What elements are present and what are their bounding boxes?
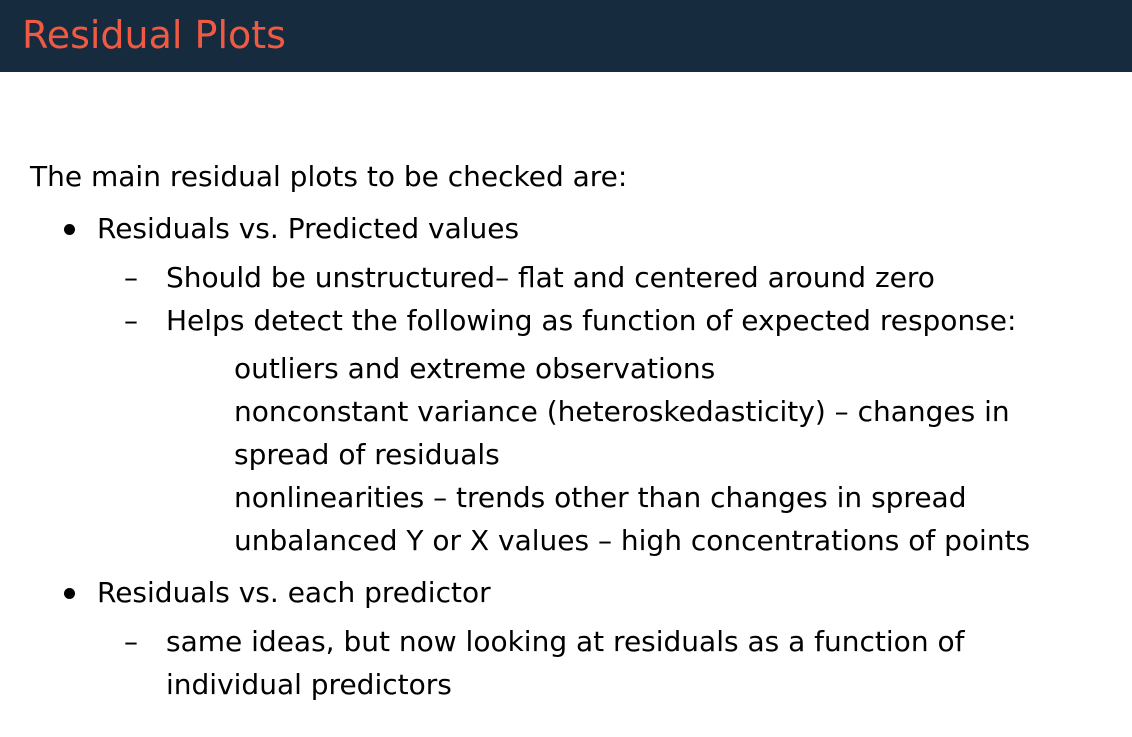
dash-icon: –	[124, 261, 138, 294]
intro-text: The main residual plots to be checked ar…	[30, 160, 628, 193]
bullet-residuals-vs-predictor: Residuals vs. each predictor	[97, 576, 491, 609]
detail-line: unbalanced Y or X values – high concentr…	[234, 524, 1031, 557]
title-bar: Residual Plots	[0, 0, 1132, 72]
bullet-residuals-vs-predicted: Residuals vs. Predicted values	[97, 212, 520, 245]
dash-icon: –	[124, 625, 138, 658]
sub-bullet-same-ideas: same ideas, but now looking at residuals…	[166, 625, 965, 658]
bullet-dot-icon	[64, 224, 75, 235]
detail-line: nonlinearities – trends other than chang…	[234, 481, 967, 514]
dash-icon: –	[124, 304, 138, 337]
detail-line: spread of residuals	[234, 438, 500, 471]
slide-title: Residual Plots	[22, 13, 286, 57]
sub-bullet-helps-detect: Helps detect the following as function o…	[166, 304, 1017, 337]
detail-line: nonconstant variance (heteroskedasticity…	[234, 395, 1010, 428]
sub-bullet-same-ideas-continued: individual predictors	[166, 668, 452, 701]
detail-line: outliers and extreme observations	[234, 352, 716, 385]
bullet-dot-icon	[64, 588, 75, 599]
sub-bullet-unstructured: Should be unstructured– flat and centere…	[166, 261, 935, 294]
